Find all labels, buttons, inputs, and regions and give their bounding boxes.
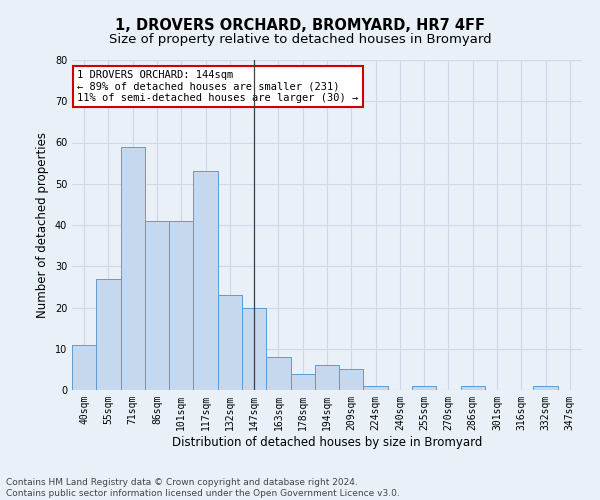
Text: 1, DROVERS ORCHARD, BROMYARD, HR7 4FF: 1, DROVERS ORCHARD, BROMYARD, HR7 4FF <box>115 18 485 32</box>
Text: Size of property relative to detached houses in Bromyard: Size of property relative to detached ho… <box>109 32 491 46</box>
X-axis label: Distribution of detached houses by size in Bromyard: Distribution of detached houses by size … <box>172 436 482 448</box>
Bar <box>461 386 485 390</box>
Bar <box>290 374 315 390</box>
Bar <box>339 370 364 390</box>
Y-axis label: Number of detached properties: Number of detached properties <box>36 132 49 318</box>
Bar <box>72 344 96 390</box>
Bar <box>364 386 388 390</box>
Bar <box>412 386 436 390</box>
Bar <box>96 278 121 390</box>
Bar <box>193 172 218 390</box>
Bar <box>169 221 193 390</box>
Bar <box>145 221 169 390</box>
Bar <box>266 357 290 390</box>
Bar <box>121 146 145 390</box>
Text: 1 DROVERS ORCHARD: 144sqm
← 89% of detached houses are smaller (231)
11% of semi: 1 DROVERS ORCHARD: 144sqm ← 89% of detac… <box>77 70 358 103</box>
Bar <box>315 365 339 390</box>
Bar <box>242 308 266 390</box>
Bar <box>533 386 558 390</box>
Bar <box>218 295 242 390</box>
Text: Contains HM Land Registry data © Crown copyright and database right 2024.
Contai: Contains HM Land Registry data © Crown c… <box>6 478 400 498</box>
